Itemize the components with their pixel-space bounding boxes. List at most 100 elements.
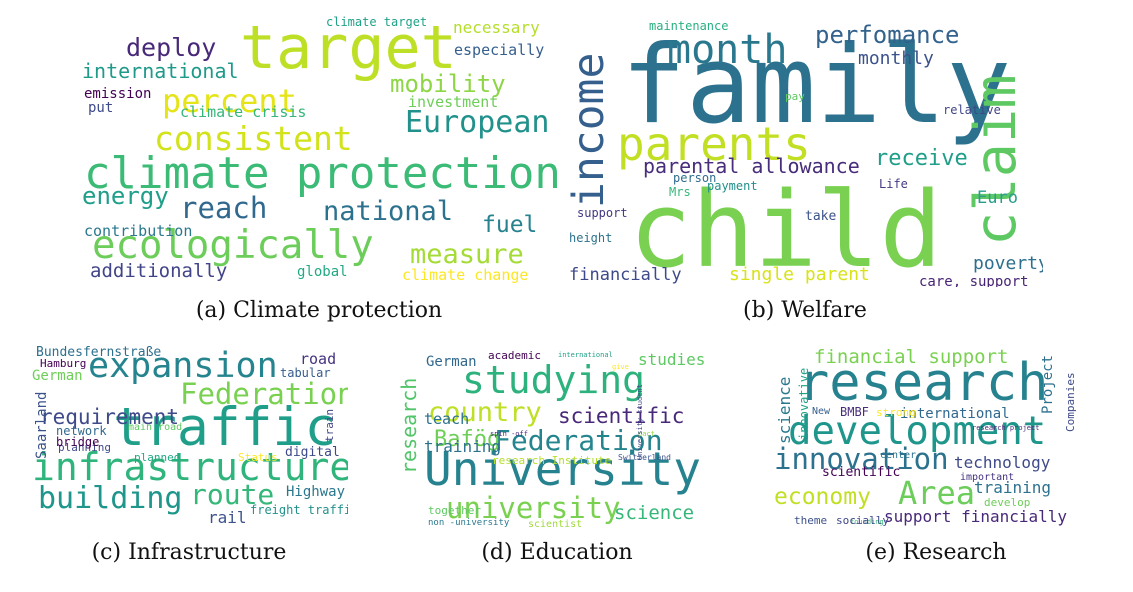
word-welfare-14: care, support [919, 274, 1029, 287]
word-welfare-5: month [667, 27, 787, 73]
word-climate-protection-3: consistent [154, 119, 353, 158]
word-research-0: research [798, 353, 1048, 413]
word-research-2: innovation [774, 442, 949, 476]
word-welfare-20: payment [707, 179, 758, 193]
word-infrastructure-3: Federation [180, 377, 348, 411]
word-climate-protection-16: emission [84, 86, 151, 102]
word-welfare-17: relative [943, 103, 1001, 117]
word-education-12: German [426, 354, 477, 370]
word-infrastructure-17: train [323, 409, 336, 442]
word-research-4: economy [774, 484, 871, 510]
word-climate-protection-17: put [88, 100, 113, 116]
word-education-9: science [614, 502, 694, 524]
word-infrastructure-18: digital [285, 445, 340, 460]
word-research-17: center [880, 450, 916, 461]
caption-welfare: (b) Welfare [743, 298, 867, 323]
word-education-4: country [428, 397, 542, 428]
word-education-19: research Institute [492, 454, 611, 467]
word-welfare-21: Life [879, 177, 908, 191]
word-education-18: University student [636, 384, 644, 460]
word-welfare-19: Mrs [669, 185, 691, 199]
word-research-14: BMBF [840, 405, 869, 419]
word-welfare-2: claim [963, 74, 1029, 246]
word-climate-protection-22: climate target [326, 15, 427, 29]
word-welfare-24: height [569, 231, 612, 245]
word-research-7: international [900, 406, 1010, 422]
word-infrastructure-9: German [32, 368, 83, 384]
word-education-6: research [398, 378, 421, 474]
word-research-13: Companies [1064, 372, 1077, 432]
word-climate-protection-5: European [405, 105, 550, 140]
word-cloud-welfare: family child claim income parents month perfom… [567, 10, 1043, 287]
word-education-3: Federation [494, 424, 663, 457]
word-research-11: innovative [797, 368, 811, 440]
word-infrastructure-8: Hamburg [40, 357, 86, 370]
word-welfare-15: maintenance [649, 19, 728, 33]
word-education-16: spin -off [490, 430, 528, 438]
word-cloud-infrastructure: traffic infrastructure expansion Federation… [30, 342, 348, 530]
word-research-12: Project [1040, 355, 1056, 414]
word-education-13: academic [488, 349, 541, 362]
word-infrastructure-5: route [190, 478, 274, 511]
word-welfare-13: single parent [729, 264, 870, 285]
word-welfare-9: receive [875, 146, 968, 171]
word-climate-protection-8: measure [410, 239, 524, 270]
word-cloud-climate-protection: target climate protection ecologically cons… [80, 10, 558, 287]
word-education-2: university [446, 491, 621, 525]
word-climate-protection-9: mobility [390, 70, 506, 98]
word-education-17: pact [638, 430, 655, 438]
word-cloud-research: research development innovation Area economy… [772, 342, 1100, 530]
word-research-22: founding [850, 518, 884, 526]
word-welfare-3: income [567, 53, 614, 208]
word-education-8: Bafög [434, 427, 500, 452]
word-climate-protection-15: contribution [84, 222, 192, 240]
word-research-15: strong [876, 406, 916, 419]
word-infrastructure-13: bridge [56, 435, 99, 449]
caption-research: (e) Research [865, 540, 1007, 565]
word-infrastructure-6: requirement [40, 405, 179, 429]
word-research-16: New [812, 406, 831, 417]
word-education-22: non -university [428, 518, 510, 528]
word-welfare-10: poverty [973, 253, 1043, 274]
word-education-11: teach [424, 410, 469, 428]
word-education-1: studying [462, 358, 645, 402]
word-infrastructure-22: rail [208, 508, 247, 527]
word-infrastructure-10: Saarland [34, 392, 50, 459]
word-climate-protection-0: target [240, 13, 457, 83]
word-cloud-education: University studying university Federation co… [398, 342, 716, 530]
word-climate-protection-18: climate crisis [180, 103, 306, 121]
word-welfare-0: family [621, 23, 1011, 148]
word-infrastructure-1: infrastructure [32, 445, 348, 489]
word-welfare-23: take [805, 209, 836, 224]
word-welfare-16: pay [785, 90, 805, 103]
word-climate-protection-1: climate protection [84, 148, 558, 199]
word-climate-protection-10: energy [82, 182, 169, 210]
word-research-23: theme [794, 514, 827, 527]
word-infrastructure-23: freight traffic [250, 503, 348, 517]
word-climate-protection-19: investment [408, 93, 498, 111]
word-climate-protection-4: percent [162, 82, 297, 120]
word-climate-protection-6: reach [180, 191, 267, 225]
word-welfare-8: parental allowance [643, 154, 860, 178]
word-climate-protection-21: especially [454, 41, 544, 59]
word-research-8: training [974, 478, 1051, 497]
word-research-9: support financially [884, 507, 1067, 526]
word-research-18: scientific [822, 465, 900, 480]
word-infrastructure-12: planning [58, 441, 111, 454]
word-education-23: scientist [528, 519, 582, 530]
word-education-7: studies [638, 350, 705, 369]
word-research-5: financial support [814, 346, 1008, 368]
word-climate-protection-23: global [297, 264, 348, 280]
word-infrastructure-21: Highway [286, 484, 345, 500]
word-climate-protection-11: deploy [126, 33, 216, 62]
word-education-0: University [424, 442, 701, 496]
word-education-20: Switzerland [618, 453, 671, 462]
word-research-6: technology [954, 453, 1051, 472]
word-infrastructure-19: planned [134, 451, 180, 464]
word-education-10: training [424, 437, 501, 456]
word-welfare-6: perfomance [815, 21, 960, 49]
word-climate-protection-13: fuel [482, 212, 537, 238]
word-education-14: international [558, 351, 613, 359]
caption-climate-protection: (a) Climate protection [195, 298, 443, 323]
word-climate-protection-7: national [323, 196, 453, 227]
